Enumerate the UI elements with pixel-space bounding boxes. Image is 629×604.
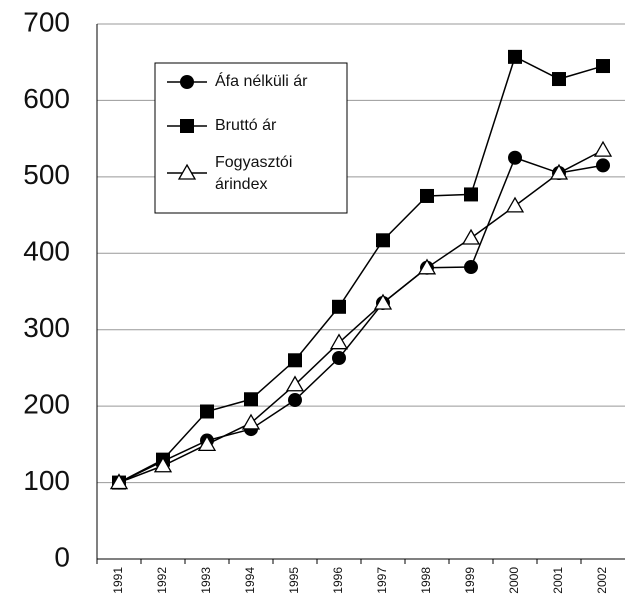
series-line [118,55,604,484]
marker [464,260,478,275]
x-tick-label: 1993 [199,567,213,594]
x-tick-label: 1996 [331,567,345,594]
marker [464,187,478,202]
y-tick-label: 600 [23,83,70,114]
marker [417,258,437,275]
x-tick-label: 2000 [507,567,521,594]
x-tick-label: 1994 [243,567,257,594]
marker [461,228,481,245]
legend-label-line: Fogyasztói [215,154,297,171]
legend-label-line: árindex [215,176,267,193]
marker [596,59,610,74]
marker [153,456,173,473]
legend-label: Fogyasztói árindex [215,154,297,193]
marker [244,392,258,407]
marker [552,72,566,87]
marker [177,163,197,180]
legend-label: Áfa nélküli ár [215,71,308,90]
marker [549,163,569,180]
x-tick-label: 1992 [155,567,169,594]
x-tick-label: 1998 [419,567,433,594]
y-tick-label: 0 [54,541,70,572]
marker [420,188,434,203]
marker [332,350,346,365]
marker [505,196,525,213]
marker [329,333,349,350]
marker [241,413,261,430]
y-tick-label: 100 [23,465,70,496]
marker [288,393,302,408]
marker [109,473,129,490]
y-tick-label: 300 [23,312,70,343]
y-tick-label: 200 [23,389,70,420]
marker [180,119,194,133]
marker [508,49,522,64]
marker [376,233,390,248]
legend-label: Bruttó ár [215,117,277,134]
marker [596,158,610,173]
x-tick-label: 1999 [463,567,477,594]
marker [180,75,194,89]
y-tick-label: 400 [23,236,70,267]
marker [332,299,346,314]
x-tick-label: 2001 [551,567,565,594]
marker [200,404,214,419]
y-tick-label: 500 [23,159,70,190]
marker [593,140,613,157]
x-tick-label: 1991 [111,567,125,594]
marker [285,375,305,392]
marker [508,150,522,165]
marker [373,293,393,310]
y-tick-label: 700 [23,6,70,37]
series-line [118,156,604,484]
x-tick-label: 1995 [287,567,301,594]
x-tick-label: 2002 [595,567,609,594]
x-tick-label: 1997 [375,567,389,594]
marker [197,435,217,452]
marker [288,353,302,368]
